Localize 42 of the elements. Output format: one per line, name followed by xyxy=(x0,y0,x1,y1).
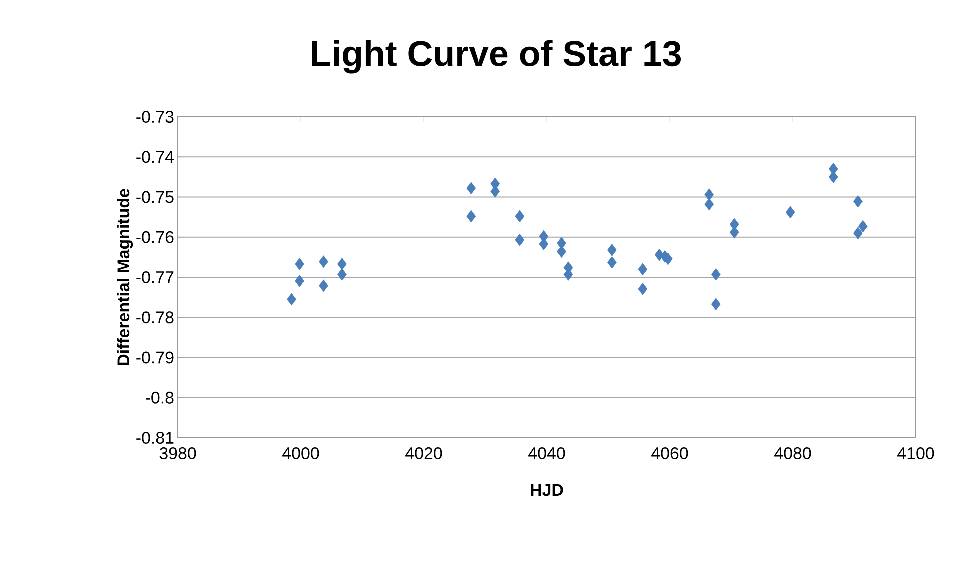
x-tick-label: 4020 xyxy=(406,448,442,460)
y-tick-label: -0.8 xyxy=(146,392,174,404)
y-tick-label: -0.76 xyxy=(136,231,174,244)
chart-title: Light Curve of Star 13 xyxy=(312,40,682,74)
point xyxy=(854,227,863,240)
point xyxy=(608,244,617,256)
point xyxy=(638,263,648,276)
point xyxy=(295,258,304,270)
point xyxy=(338,258,347,270)
point xyxy=(295,274,304,288)
point xyxy=(608,256,617,269)
y-tick-label: -0.77 xyxy=(136,271,174,284)
point xyxy=(858,220,868,233)
point xyxy=(515,234,525,246)
point xyxy=(711,268,721,281)
point xyxy=(319,256,328,268)
point xyxy=(704,198,714,211)
x-tick-label: 4040 xyxy=(528,448,566,460)
point xyxy=(854,195,863,208)
y-axis-title: Differential Magnitude xyxy=(117,189,134,366)
point xyxy=(638,282,648,296)
point xyxy=(287,293,296,306)
x-tick-label: 4000 xyxy=(282,448,320,460)
point xyxy=(319,280,328,292)
point xyxy=(338,268,347,281)
point xyxy=(466,182,476,195)
x-tick-label: 4080 xyxy=(774,448,812,460)
x-tick-label: 4100 xyxy=(898,448,934,460)
y-tick-label: -0.73 xyxy=(136,110,174,123)
x-tick-label: 3980 xyxy=(160,448,196,460)
y-tick-label: -0.78 xyxy=(136,312,174,324)
x-axis-title: HJD xyxy=(531,484,564,496)
x-tick-label: 4060 xyxy=(652,448,688,460)
point xyxy=(711,298,721,311)
y-tick-label: -0.74 xyxy=(136,151,174,164)
point xyxy=(786,206,796,219)
y-tick-label: -0.79 xyxy=(136,352,174,364)
point xyxy=(466,210,476,223)
y-tick-label: -0.75 xyxy=(136,191,174,204)
point xyxy=(515,210,525,223)
point xyxy=(704,188,714,202)
y-tick-label: -0.81 xyxy=(136,432,174,444)
